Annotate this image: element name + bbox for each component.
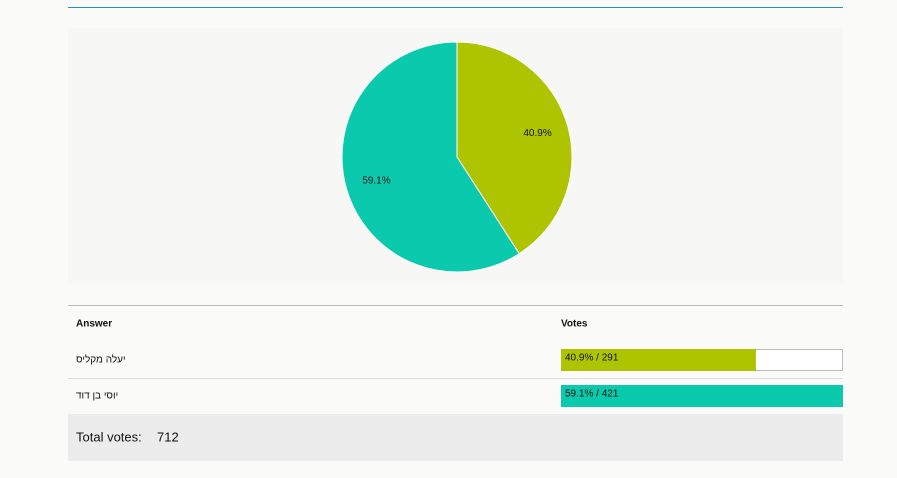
- slice-label: 40.9%: [523, 128, 551, 139]
- total-label: Total votes:: [76, 429, 142, 444]
- slice-label: 59.1%: [362, 175, 390, 186]
- answer-header: Answer: [76, 319, 112, 330]
- vote-bar: [561, 349, 756, 371]
- answer-text: יעלה מקליס: [76, 354, 126, 366]
- total-panel: [68, 414, 843, 461]
- answer-text: יוסי בן דוד: [76, 391, 118, 402]
- pie-slice: [341, 41, 520, 273]
- vote-bar: [561, 385, 843, 407]
- vote-label: 59.1% / 421: [565, 389, 619, 400]
- vote-label: 40.9% / 291: [565, 353, 619, 364]
- votes-header: Votes: [561, 319, 588, 330]
- total-value: 712: [157, 429, 179, 444]
